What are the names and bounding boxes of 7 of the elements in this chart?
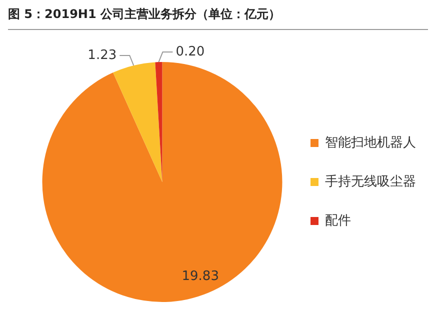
data-label: 1.23 <box>88 48 117 63</box>
data-label: 19.83 <box>182 268 219 284</box>
chart-title: 图 5：2019H1 公司主营业务拆分（单位：亿元） <box>8 6 428 30</box>
data-label: 0.20 <box>176 44 205 60</box>
legend-label: 手持无线吸尘器 <box>325 174 416 190</box>
legend-label: 智能扫地机器人 <box>325 135 416 150</box>
legend-label: 配件 <box>325 213 351 228</box>
